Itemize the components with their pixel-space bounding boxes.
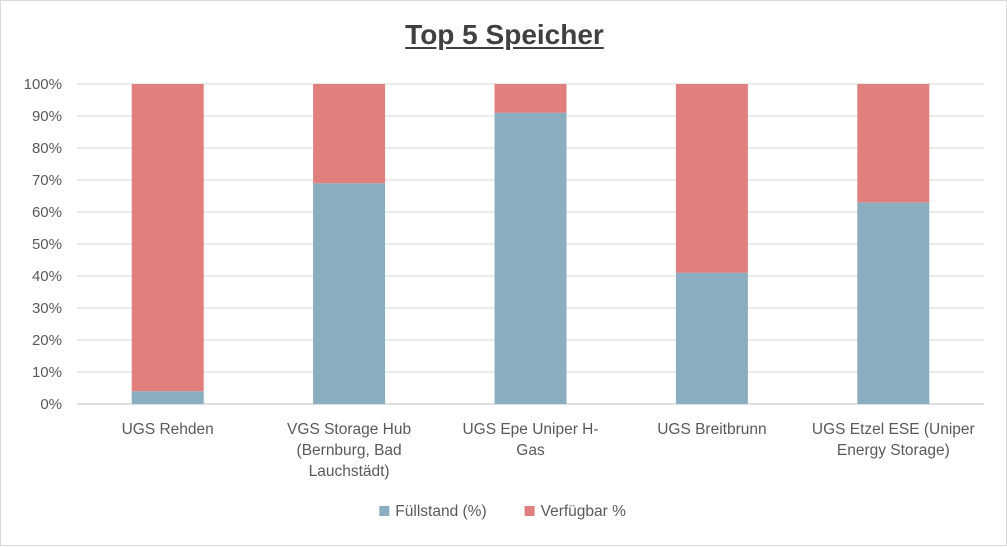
x-tick-label: VGS Storage Hub <box>287 421 411 438</box>
y-tick-label: 60% <box>32 204 62 221</box>
y-tick-label: 0% <box>40 396 62 413</box>
y-tick-label: 20% <box>32 332 62 349</box>
legend-label: Füllstand (%) <box>395 503 486 520</box>
x-tick-label: Energy Storage) <box>837 442 950 459</box>
x-tick-label: UGS Breitbrunn <box>657 421 766 438</box>
chart-title: Top 5 Speicher <box>405 19 604 50</box>
x-tick-label: UGS Rehden <box>122 421 214 438</box>
y-tick-label: 30% <box>32 300 62 317</box>
bar-fuellstand <box>131 391 204 404</box>
y-tick-label: 80% <box>32 140 62 157</box>
y-tick-label: 10% <box>32 364 62 381</box>
bar-verfuegbar <box>675 84 748 273</box>
bar-verfuegbar <box>313 84 386 184</box>
y-tick-label: 70% <box>32 172 62 189</box>
x-tick-label: UGS Epe Uniper H- <box>462 421 598 438</box>
x-tick-label: Gas <box>516 442 545 459</box>
x-tick-label: (Bernburg, Bad <box>297 442 402 459</box>
y-tick-label: 40% <box>32 268 62 285</box>
legend-swatch <box>379 506 390 516</box>
y-tick-label: 100% <box>24 76 62 93</box>
legend-label: Verfügbar % <box>541 503 627 520</box>
bar-verfuegbar <box>494 84 567 113</box>
bar-verfuegbar <box>131 84 204 392</box>
legend-swatch <box>524 506 535 516</box>
x-tick-label: Lauchstädt) <box>309 463 390 480</box>
bar-fuellstand <box>675 272 748 404</box>
x-tick-label: UGS Etzel ESE (Uniper <box>812 421 975 438</box>
bar-verfuegbar <box>857 84 930 203</box>
y-tick-label: 90% <box>32 108 62 125</box>
y-tick-label: 50% <box>32 236 62 253</box>
bar-fuellstand <box>313 183 386 404</box>
bar-fuellstand <box>857 202 930 404</box>
bar-fuellstand <box>494 112 567 405</box>
